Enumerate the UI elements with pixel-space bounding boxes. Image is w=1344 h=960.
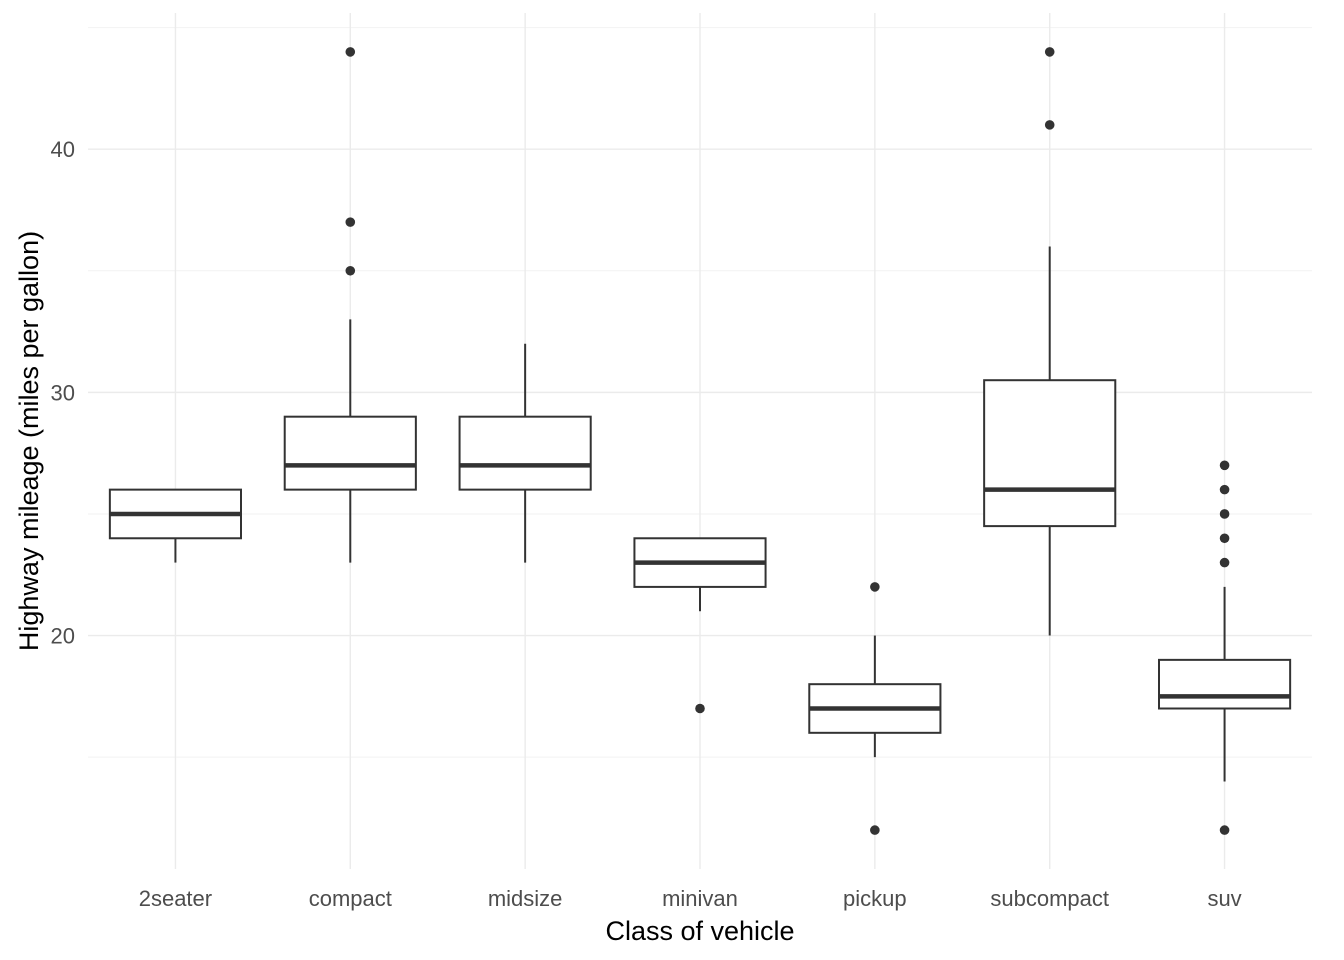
boxes-layer xyxy=(108,47,1292,835)
y-tick-label: 30 xyxy=(51,380,75,405)
x-axis-title: Class of vehicle xyxy=(605,916,794,946)
outlier-point xyxy=(1219,533,1230,544)
outlier-point xyxy=(695,703,705,714)
box-pickup xyxy=(808,582,942,835)
outlier-point xyxy=(1219,460,1230,471)
outlier-point xyxy=(345,217,356,227)
outlier-point xyxy=(1044,120,1055,130)
x-tick-label: suv xyxy=(1207,886,1241,911)
x-tick-label: subcompact xyxy=(990,886,1109,911)
y-axis-title: Highway mileage (miles per gallon) xyxy=(14,231,44,651)
x-tick-label: 2seater xyxy=(139,886,212,911)
box-suv xyxy=(1158,460,1292,835)
box-minivan xyxy=(633,537,767,714)
outlier-point xyxy=(345,265,356,276)
box-body xyxy=(1158,658,1292,710)
x-tick-label: minivan xyxy=(662,886,738,911)
y-tick-label: 40 xyxy=(51,137,75,162)
box-midsize xyxy=(458,343,592,563)
box-2seater xyxy=(108,488,242,563)
outlier-point xyxy=(1219,557,1230,568)
grid-layer xyxy=(88,13,1312,869)
outlier-point xyxy=(870,582,880,592)
x-tick-label: compact xyxy=(309,886,392,911)
box-body xyxy=(983,379,1117,528)
outlier-point xyxy=(1044,47,1055,57)
box-body xyxy=(283,415,417,491)
outlier-point xyxy=(870,825,880,835)
box-body xyxy=(458,415,592,491)
outlier-point xyxy=(345,47,356,57)
x-tick-label: midsize xyxy=(488,886,563,911)
outlier-point xyxy=(1219,825,1230,835)
tick-labels-layer: 20 30 40 2seater compact midsize minivan pickup… xyxy=(51,137,1242,911)
x-tick-label: pickup xyxy=(843,886,907,911)
box-subcompact xyxy=(983,47,1117,636)
y-tick-label: 20 xyxy=(51,624,75,649)
box-compact xyxy=(283,47,417,563)
outlier-point xyxy=(1219,484,1230,495)
outlier-point xyxy=(1219,509,1230,519)
